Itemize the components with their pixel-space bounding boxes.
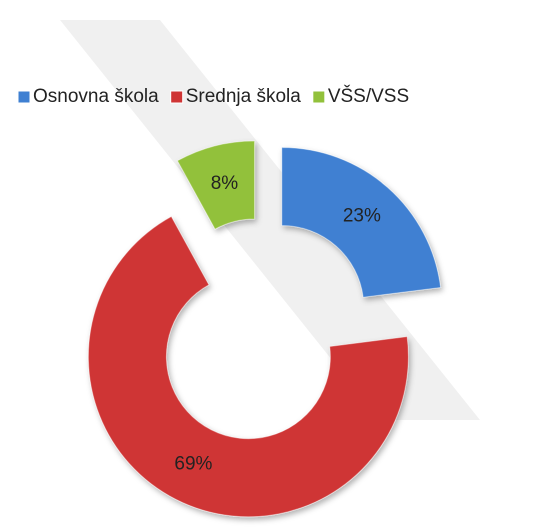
donut-segment: [176, 140, 256, 230]
donut-segment: [87, 215, 409, 518]
legend-label: VŠS/VSS: [328, 85, 409, 107]
legend-label: Osnovna škola: [33, 86, 159, 107]
legend-swatch: [17, 90, 31, 104]
watermark: [60, 20, 480, 420]
legend-swatch: [312, 90, 326, 104]
legend-label: Srednja škola: [186, 86, 302, 107]
data-label: 23%: [343, 206, 381, 227]
data-label: 69%: [174, 454, 212, 475]
data-label: 8%: [211, 173, 239, 194]
donut-segment: [281, 146, 442, 298]
legend-swatch: [170, 90, 184, 104]
